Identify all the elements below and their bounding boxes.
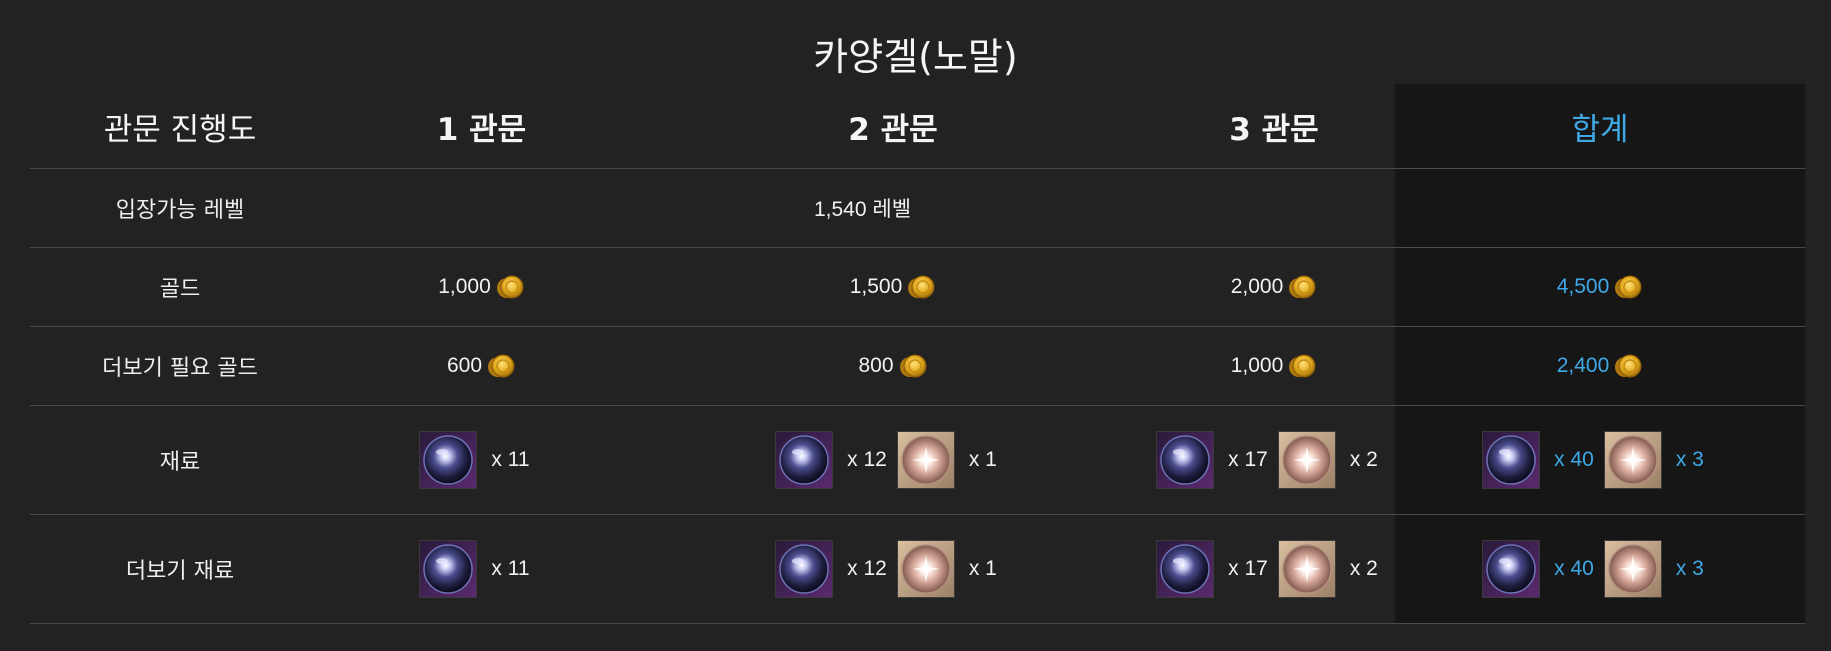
more-material-quantity: x 11 [491,557,530,580]
gold-coin-icon [1613,352,1643,380]
gold-stage-1: 1,000 [330,248,633,326]
header-row: 관문 진행도 1 관문 2 관문 3 관문 합계 [30,84,1805,169]
more-material-quantity: x 17 [1228,557,1268,580]
more-gold-total: 2,400 [1395,327,1805,405]
header-progress-label: 관문 진행도 [103,111,257,148]
gold-total: 4,500 [1395,248,1805,326]
radiant-gem-material-icon [1277,540,1336,598]
gold-coin-icon [1287,352,1317,380]
gold-coin-icon [906,273,936,301]
gold-coin-icon [495,273,525,301]
more-gold-value: 600 [446,354,483,377]
more-gold-row: 더보기 필요 골드 600 800 1,000 2,400 [30,327,1805,406]
header-stage-2: 2 관문 [848,111,938,148]
more-material-total-quantity: x 40 [1554,557,1594,580]
radiant-gem-material-icon [1603,431,1662,489]
more-material-total-quantity: x 3 [1675,557,1704,580]
material-quantity: x 17 [1228,448,1268,471]
dark-orb-material-icon [775,431,834,489]
more-gold-total-value: 2,400 [1556,354,1610,377]
material-total-quantity: x 40 [1554,448,1594,471]
header-total: 합계 [1571,111,1629,148]
gold-coin-icon [1287,273,1317,301]
gold-label: 골드 [159,277,201,302]
total-column-background [1395,84,1805,623]
more-gold-label: 더보기 필요 골드 [102,356,258,381]
dark-orb-material-icon [1482,540,1541,598]
more-material-stage-1: x 11 [330,515,633,623]
dark-orb-material-icon [1156,431,1215,489]
material-label: 재료 [159,450,201,475]
gold-coin-icon [898,352,928,380]
gold-value: 2,000 [1230,275,1284,298]
material-total-quantity: x 3 [1675,448,1704,471]
material-stage-3: x 17 x 2 [1153,406,1395,514]
radiant-gem-material-icon [1603,540,1662,598]
more-material-stage-3: x 17 x 2 [1153,515,1395,623]
more-gold-stage-3: 1,000 [1153,327,1395,405]
level-row: 입장가능 레벨 1,540 레벨 [30,169,1805,248]
gold-row: 골드 1,000 1,500 2,000 4,500 [30,248,1805,327]
gold-value: 1,000 [438,275,491,298]
dark-orb-material-icon [1482,431,1541,489]
radiant-gem-material-icon [896,540,955,598]
gold-total-value: 4,500 [1556,275,1610,298]
gold-coin-icon [1613,273,1643,301]
header-stage-3: 3 관문 [1229,111,1319,148]
material-row: 재료 x 11 x 12 x 1 x 17 x 2 x 40 x 3 [30,406,1805,515]
gold-value: 1,500 [849,275,903,298]
material-stage-1: x 11 [330,406,633,514]
material-total: x 40 x 3 [1395,406,1805,514]
dark-orb-material-icon [1156,540,1215,598]
page-title: 카양겔(노말) [813,35,1018,79]
more-material-quantity: x 1 [968,557,997,580]
more-material-total: x 40 x 3 [1395,515,1805,623]
gold-coin-icon [486,352,516,380]
material-quantity: x 12 [847,448,887,471]
material-stage-2: x 12 x 1 [633,406,1153,514]
level-value: 1,540 레벨 [813,198,912,221]
more-material-quantity: x 2 [1349,557,1378,580]
radiant-gem-material-icon [896,431,955,489]
material-quantity: x 1 [968,448,997,471]
material-quantity: x 2 [1349,448,1378,471]
more-gold-stage-2: 800 [633,327,1153,405]
material-quantity: x 11 [491,448,530,471]
more-material-label: 더보기 재료 [125,559,235,584]
more-gold-value: 800 [858,354,894,377]
more-material-quantity: x 12 [847,557,887,580]
gold-stage-2: 1,500 [633,248,1153,326]
more-material-stage-2: x 12 x 1 [633,515,1153,623]
dark-orb-material-icon [419,540,478,598]
radiant-gem-material-icon [1277,431,1336,489]
more-gold-stage-1: 600 [330,327,633,405]
header-stage-1: 1 관문 [436,111,527,148]
dark-orb-material-icon [419,431,478,489]
dark-orb-material-icon [775,540,834,598]
more-gold-value: 1,000 [1230,354,1284,377]
more-material-row: 더보기 재료 x 11 x 12 x 1 x 17 x 2 x 40 x 3 [30,515,1805,624]
gold-stage-3: 2,000 [1153,248,1395,326]
level-label: 입장가능 레벨 [115,198,245,223]
